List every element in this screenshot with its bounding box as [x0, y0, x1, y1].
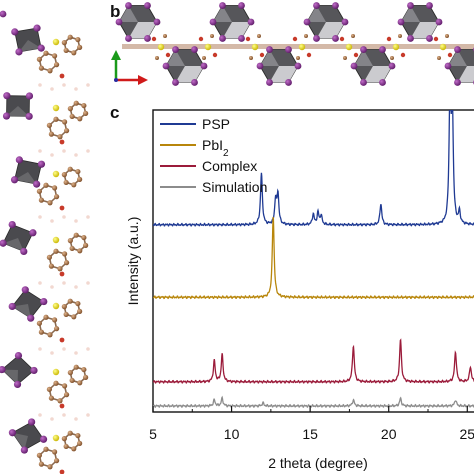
- series-line-simulation: [153, 395, 474, 409]
- x-tick-label: 25: [459, 426, 474, 442]
- legend-label: Simulation: [202, 179, 267, 195]
- series-line-complex: [153, 338, 474, 384]
- panel-label-c: c: [110, 103, 119, 122]
- x-tick-label: 20: [381, 426, 397, 442]
- x-tick-label: 5: [149, 426, 157, 442]
- x-tick-label: 15: [302, 426, 318, 442]
- legend-label: PSP: [202, 116, 230, 132]
- x-axis-title: 2 theta (degree): [268, 455, 368, 471]
- series-line-pbi2: [153, 216, 474, 300]
- y-axis-title: Intensity (a.u.): [125, 217, 141, 306]
- legend-label: Complex: [202, 158, 257, 174]
- x-axis-ticks: 5 10 15 20 25: [149, 406, 474, 442]
- crystal-structure-image-a: [0, 10, 90, 474]
- panel-label-b: b: [110, 2, 120, 21]
- plot-area: [152, 109, 474, 413]
- x-tick-label: 10: [224, 426, 240, 442]
- axis-orientation-icon: [111, 50, 148, 85]
- xrd-traces: [153, 110, 474, 409]
- series-line-psp: [153, 110, 474, 227]
- crystal-structure-image-b: [115, 2, 474, 86]
- legend-label: PbI2: [202, 137, 229, 159]
